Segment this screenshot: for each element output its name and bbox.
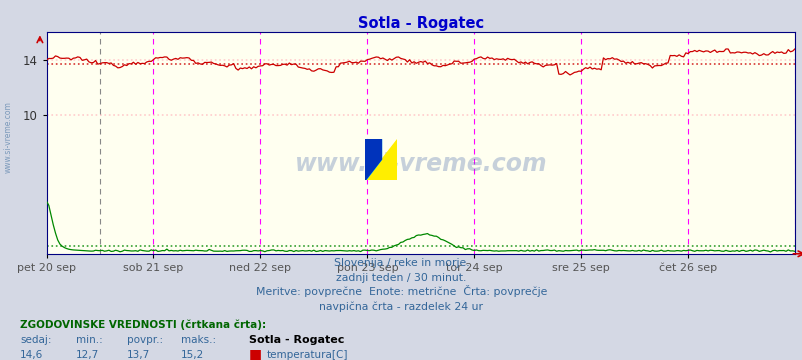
Polygon shape (365, 139, 397, 180)
Text: 14,6: 14,6 (20, 350, 43, 360)
Text: 12,7: 12,7 (76, 350, 99, 360)
Text: Meritve: povprečne  Enote: metrične  Črta: povprečje: Meritve: povprečne Enote: metrične Črta:… (256, 285, 546, 297)
Text: 13,7: 13,7 (127, 350, 150, 360)
Text: zadnji teden / 30 minut.: zadnji teden / 30 minut. (336, 273, 466, 283)
Text: 15,2: 15,2 (180, 350, 204, 360)
Text: min.:: min.: (76, 335, 103, 345)
Polygon shape (365, 139, 381, 180)
Text: temperatura[C]: temperatura[C] (266, 350, 347, 360)
Text: www.si-vreme.com: www.si-vreme.com (3, 101, 13, 173)
Text: maks.:: maks.: (180, 335, 216, 345)
Text: Slovenija / reke in morje.: Slovenija / reke in morje. (334, 258, 468, 269)
Text: povpr.:: povpr.: (127, 335, 163, 345)
Text: sedaj:: sedaj: (20, 335, 51, 345)
Polygon shape (365, 139, 381, 180)
Text: www.si-vreme.com: www.si-vreme.com (294, 152, 546, 176)
Text: Sotla - Rogatec: Sotla - Rogatec (249, 335, 344, 345)
Title: Sotla - Rogatec: Sotla - Rogatec (357, 16, 484, 31)
Text: ZGODOVINSKE VREDNOSTI (črtkana črta):: ZGODOVINSKE VREDNOSTI (črtkana črta): (20, 319, 266, 330)
Text: navpična črta - razdelek 24 ur: navpična črta - razdelek 24 ur (319, 301, 483, 312)
Text: ■: ■ (249, 347, 261, 360)
